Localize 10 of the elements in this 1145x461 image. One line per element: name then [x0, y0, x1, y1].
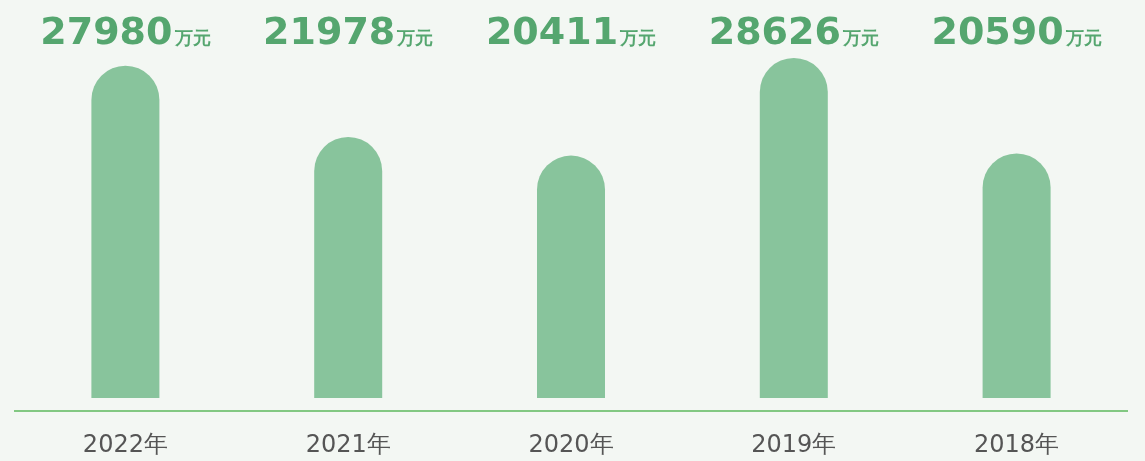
- x-tick-label: 2022年: [82, 430, 168, 458]
- data-label: 20411万元: [485, 9, 657, 53]
- x-tick-label: 2020年: [528, 430, 614, 458]
- data-label: 21978万元: [263, 9, 434, 53]
- x-tick-label: 2018年: [974, 430, 1060, 458]
- data-label: 20590万元: [931, 9, 1102, 53]
- data-label: 27980万元: [40, 9, 211, 53]
- data-label: 28626万元: [708, 9, 879, 53]
- x-tick-label: 2019年: [751, 430, 837, 458]
- x-tick-label: 2021年: [305, 430, 391, 458]
